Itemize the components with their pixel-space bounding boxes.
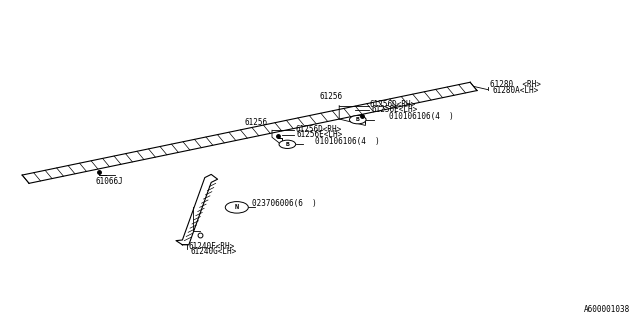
Text: 61240G<LH>: 61240G<LH> bbox=[191, 247, 237, 256]
Text: 61240F<RH>: 61240F<RH> bbox=[189, 242, 235, 251]
Text: B: B bbox=[285, 142, 289, 147]
Text: 61066J: 61066J bbox=[96, 177, 124, 186]
Text: 010106106(4  ): 010106106(4 ) bbox=[389, 112, 454, 121]
Text: 61256D<RH>: 61256D<RH> bbox=[296, 125, 342, 134]
Text: 010106106(4  ): 010106106(4 ) bbox=[315, 137, 380, 146]
Polygon shape bbox=[22, 82, 477, 183]
Text: 61256E<LH>: 61256E<LH> bbox=[297, 130, 343, 139]
Text: 61280  <RH>: 61280 <RH> bbox=[490, 80, 540, 89]
Text: A600001038: A600001038 bbox=[584, 305, 630, 314]
Text: 61256E<LH>: 61256E<LH> bbox=[371, 105, 417, 114]
Text: 61256D<RH>: 61256D<RH> bbox=[370, 100, 416, 109]
Circle shape bbox=[279, 140, 296, 148]
Text: 61280A<LH>: 61280A<LH> bbox=[493, 86, 539, 95]
Text: 61256: 61256 bbox=[244, 118, 268, 127]
Text: 61256: 61256 bbox=[320, 92, 343, 101]
Polygon shape bbox=[176, 174, 218, 245]
Text: 023706006(6  ): 023706006(6 ) bbox=[252, 199, 316, 208]
Circle shape bbox=[349, 116, 366, 124]
Text: N: N bbox=[235, 204, 239, 210]
Text: B: B bbox=[356, 117, 360, 122]
Circle shape bbox=[225, 202, 248, 213]
